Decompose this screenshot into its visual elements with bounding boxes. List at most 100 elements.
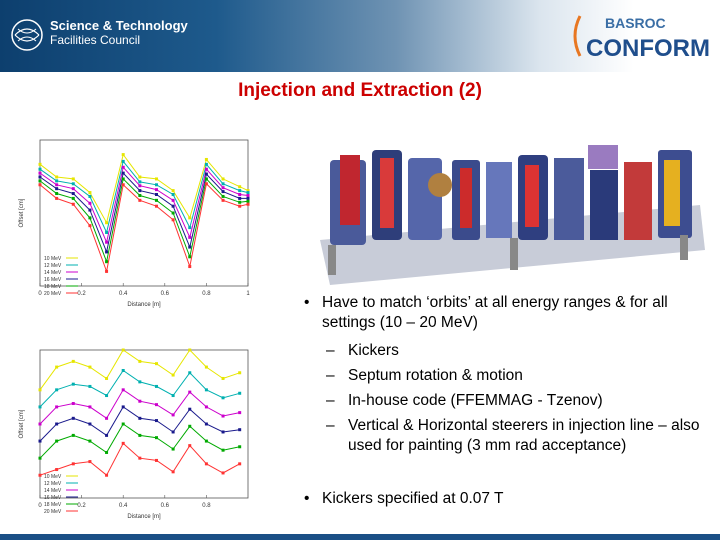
data-point bbox=[138, 456, 142, 460]
data-point bbox=[138, 180, 142, 184]
series-line bbox=[39, 177, 249, 264]
x-tick-label: 0.4 bbox=[119, 503, 128, 509]
legend-label: 10 MeV bbox=[44, 474, 62, 480]
data-point bbox=[38, 183, 42, 187]
sub-bullet-text: Septum rotation & motion bbox=[348, 367, 523, 384]
data-point bbox=[71, 359, 75, 363]
data-point bbox=[38, 473, 42, 477]
data-point bbox=[154, 362, 158, 366]
data-point bbox=[55, 439, 59, 443]
data-point bbox=[154, 458, 158, 462]
kicker-magnet-rendering bbox=[320, 145, 705, 285]
data-point bbox=[38, 167, 42, 171]
data-point bbox=[221, 448, 225, 452]
data-point bbox=[71, 196, 75, 200]
data-point bbox=[221, 194, 225, 198]
data-point bbox=[105, 221, 109, 225]
data-point bbox=[55, 175, 59, 179]
plot-frame bbox=[39, 349, 249, 499]
bullet-text: Kickers specified at 0.07 T bbox=[322, 490, 504, 507]
data-point bbox=[138, 193, 142, 197]
data-point bbox=[204, 439, 208, 443]
data-point bbox=[88, 439, 92, 443]
data-point bbox=[221, 376, 225, 380]
sub-bullet-marker: – bbox=[326, 392, 335, 409]
data-point bbox=[71, 416, 75, 420]
y-axis-label: Offset [cm] bbox=[19, 198, 25, 227]
data-point bbox=[246, 202, 250, 206]
data-point bbox=[138, 416, 142, 420]
data-point bbox=[171, 373, 175, 377]
data-point bbox=[204, 405, 208, 409]
series-line bbox=[39, 182, 249, 274]
data-point bbox=[221, 186, 225, 190]
data-point bbox=[55, 388, 59, 392]
data-point bbox=[38, 171, 42, 175]
data-point bbox=[105, 260, 109, 264]
magnet-assembly-image bbox=[320, 145, 705, 285]
data-point bbox=[121, 368, 125, 372]
data-point bbox=[71, 182, 75, 186]
data-point bbox=[238, 193, 242, 197]
data-point bbox=[204, 172, 208, 176]
data-point bbox=[88, 460, 92, 464]
bullet-text: Have to match ‘orbits’ at all energy ran… bbox=[322, 294, 668, 331]
sub-bullet-marker: – bbox=[326, 367, 335, 384]
data-point bbox=[204, 157, 208, 161]
y-axis-label: Offset [cm] bbox=[19, 409, 25, 438]
legend-label: 12 MeV bbox=[44, 263, 62, 269]
data-point bbox=[246, 191, 250, 195]
data-point bbox=[204, 182, 208, 186]
data-point bbox=[55, 192, 59, 196]
legend-label: 14 MeV bbox=[44, 488, 62, 494]
data-point bbox=[154, 419, 158, 423]
data-point bbox=[38, 422, 42, 426]
sub-bullet-marker: – bbox=[326, 342, 335, 359]
data-point bbox=[88, 224, 92, 228]
data-point bbox=[55, 405, 59, 409]
slide-title: Injection and Extraction (2) bbox=[238, 80, 482, 101]
data-point bbox=[154, 403, 158, 407]
data-point bbox=[105, 394, 109, 398]
data-point bbox=[154, 183, 158, 187]
data-point bbox=[121, 159, 125, 163]
data-point bbox=[55, 365, 59, 369]
data-point bbox=[171, 198, 175, 202]
orbit-chart-upper: 0 0.2 0.4 0.6 0.8 1 Distance [m] Offset [cm] 10 … bbox=[14, 132, 258, 310]
data-point bbox=[238, 411, 242, 415]
data-point bbox=[121, 177, 125, 181]
data-point bbox=[38, 439, 42, 443]
data-point bbox=[204, 365, 208, 369]
data-point bbox=[121, 422, 125, 426]
data-point bbox=[246, 193, 250, 197]
logo-top-text: BASROC bbox=[605, 15, 666, 31]
data-point bbox=[138, 184, 142, 188]
data-point bbox=[138, 175, 142, 179]
data-point bbox=[38, 456, 42, 460]
data-point bbox=[105, 473, 109, 477]
data-point bbox=[121, 348, 125, 352]
plot-frame bbox=[39, 139, 249, 287]
data-point bbox=[238, 185, 242, 189]
data-point bbox=[71, 192, 75, 196]
data-point bbox=[246, 189, 250, 193]
data-point bbox=[88, 384, 92, 388]
data-point bbox=[221, 414, 225, 418]
data-point bbox=[171, 193, 175, 197]
x-tick-label: 0.6 bbox=[161, 503, 170, 509]
data-point bbox=[55, 183, 59, 187]
org-name-line1: Science & Technology bbox=[50, 18, 188, 33]
data-point bbox=[188, 407, 192, 411]
data-point bbox=[121, 441, 125, 445]
data-point bbox=[188, 348, 192, 352]
series-line bbox=[39, 166, 249, 244]
data-point bbox=[38, 179, 42, 183]
footer-bar bbox=[0, 534, 720, 540]
data-point bbox=[138, 198, 142, 202]
data-point bbox=[105, 250, 109, 254]
org-name-line2: Facilities Council bbox=[50, 33, 141, 47]
data-point bbox=[188, 255, 192, 259]
data-point bbox=[121, 171, 125, 175]
data-point bbox=[71, 177, 75, 181]
data-point bbox=[88, 216, 92, 220]
